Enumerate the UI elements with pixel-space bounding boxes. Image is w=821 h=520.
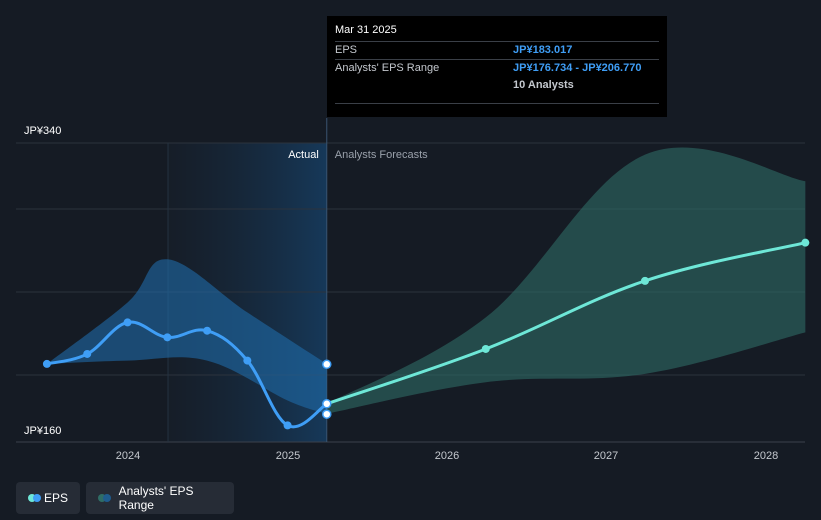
eps-chart-svg: JP¥340 JP¥160 2024 2025 2026 2027 2028 Actual An… — [16, 118, 810, 462]
tooltip-divider — [335, 103, 659, 104]
eps-forecast-point[interactable] — [481, 344, 490, 353]
eps-actual-point[interactable] — [83, 349, 92, 358]
tooltip-range-value: JP¥176.734 - JP¥206.770 — [513, 62, 642, 74]
legend-eps[interactable]: EPS — [16, 482, 80, 514]
eps-forecast-line — [325, 241, 807, 406]
eps-forecast-point[interactable] — [801, 238, 810, 247]
y-tick-label: JP¥160 — [24, 425, 61, 437]
actual-region-label: Actual — [288, 149, 319, 161]
x-tick-label: 2025 — [276, 450, 300, 462]
x-tick-label: 2026 — [435, 450, 459, 462]
tooltip-analysts-row: 10 Analysts — [335, 77, 659, 94]
y-tick-label: JP¥340 — [24, 125, 61, 137]
eps-actual-point[interactable] — [42, 359, 51, 368]
eps-actual-point[interactable] — [243, 356, 252, 365]
forecast-eps-range-band — [326, 147, 806, 414]
x-tick-label: 2024 — [116, 450, 140, 462]
tooltip-date: Mar 31 2025 — [335, 24, 397, 36]
tooltip-analysts-count: 10 Analysts — [513, 79, 574, 91]
tooltip-eps-row: EPS JP¥183.017 — [335, 41, 659, 59]
range-high-marker[interactable] — [322, 359, 332, 370]
eps-actual-line — [45, 320, 329, 429]
range-low-marker[interactable] — [322, 409, 332, 419]
tooltip-range-label: Analysts' EPS Range — [335, 62, 440, 74]
forecast-region-label: Analysts Forecasts — [335, 149, 428, 161]
legend-eps-range[interactable]: Analysts' EPS Range — [86, 482, 234, 514]
x-tick-label: 2027 — [594, 450, 618, 462]
x-tick-label: 2028 — [754, 450, 778, 462]
eps-actual-point[interactable] — [322, 399, 332, 409]
eps-actual-point[interactable] — [283, 421, 292, 430]
eps-forecast-point[interactable] — [641, 276, 650, 285]
tooltip-eps-value: JP¥183.017 — [513, 44, 573, 56]
legend-eps-label: EPS — [43, 491, 68, 505]
legend-eps-swatch-icon — [28, 494, 41, 502]
eps-tooltip: Mar 31 2025 EPS JP¥183.017 Analysts' EPS… — [327, 16, 667, 117]
tooltip-range-row: Analysts' EPS Range JP¥176.734 - JP¥206.… — [335, 59, 659, 77]
eps-actual-point[interactable] — [203, 326, 212, 335]
legend-range-swatch-icon — [98, 494, 113, 502]
tooltip-eps-label: EPS — [335, 44, 358, 56]
eps-actual-point[interactable] — [163, 333, 172, 342]
eps-actual-point[interactable] — [123, 318, 132, 327]
legend-range-label: Analysts' EPS Range — [118, 484, 194, 512]
